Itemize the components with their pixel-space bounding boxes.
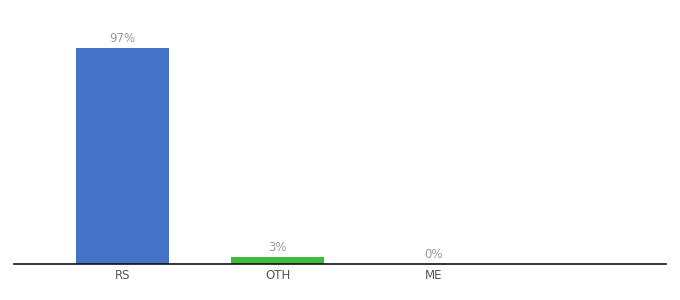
Text: 97%: 97% — [109, 32, 135, 45]
Bar — [231, 257, 324, 264]
Text: 3%: 3% — [269, 241, 287, 254]
Bar — [75, 48, 169, 264]
Text: 0%: 0% — [424, 248, 443, 261]
